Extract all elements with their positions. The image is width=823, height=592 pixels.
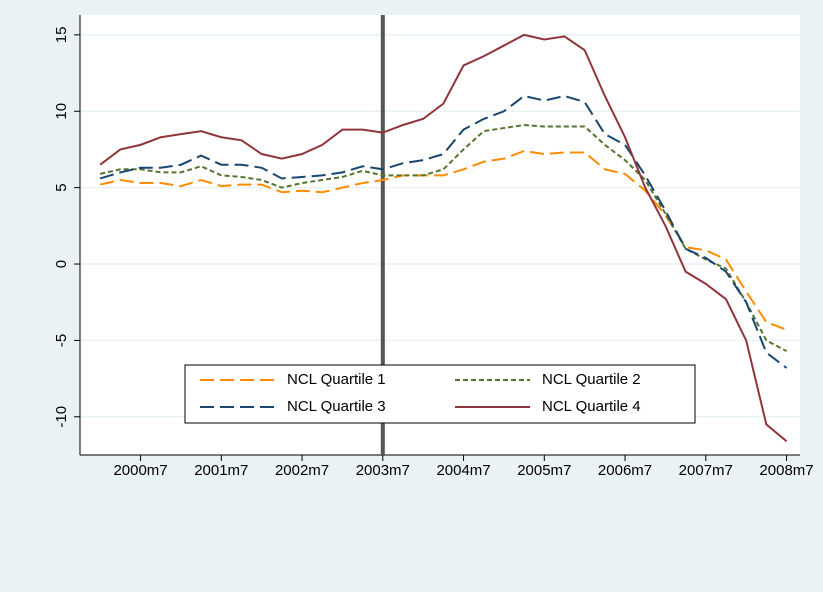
x-tick-label: 2007m7 <box>679 462 733 479</box>
y-tick-label: 0 <box>53 260 70 268</box>
line-series <box>99 94 788 369</box>
y-tick-label: 15 <box>53 27 70 44</box>
legend-box <box>184 364 696 424</box>
x-tick-label: 2008m7 <box>759 462 813 479</box>
legend-label: NCL Quartile 3 <box>287 398 386 415</box>
y-tick-label: -5 <box>53 334 70 347</box>
y-tick-label: -10 <box>53 406 70 428</box>
legend-label: NCL Quartile 2 <box>542 371 641 388</box>
x-tick-label: 2006m7 <box>598 462 652 479</box>
x-tick-label: 2001m7 <box>194 462 248 479</box>
legend-label: NCL Quartile 4 <box>542 398 641 415</box>
x-tick-label: 2003m7 <box>356 462 410 479</box>
x-tick-label: 2000m7 <box>113 462 167 479</box>
x-tick-label: 2004m7 <box>436 462 490 479</box>
x-tick-label: 2005m7 <box>517 462 571 479</box>
y-tick-label: 5 <box>53 183 70 191</box>
y-tick-label: 10 <box>53 103 70 120</box>
line-series <box>99 33 788 443</box>
x-tick-label: 2002m7 <box>275 462 329 479</box>
legend-label: NCL Quartile 1 <box>287 371 386 388</box>
